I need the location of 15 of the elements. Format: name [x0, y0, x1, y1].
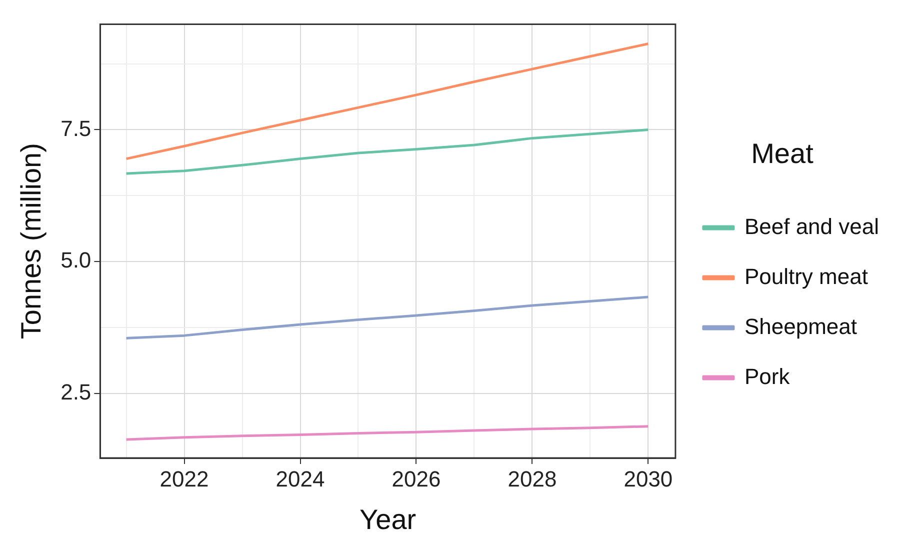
x-tick-label: 2030 — [624, 466, 673, 492]
x-tick-label: 2022 — [160, 466, 209, 492]
y-tick-label: 7.5 — [60, 116, 92, 141]
legend-label: Sheepmeat — [744, 314, 857, 339]
y-tick-label: 2.5 — [60, 380, 92, 405]
legend-label: Poultry meat — [744, 264, 868, 289]
x-tick-label: 2026 — [392, 466, 441, 492]
x-axis-title: Year — [360, 504, 416, 535]
legend-label: Pork — [744, 364, 791, 389]
x-tick-label: 2028 — [508, 466, 557, 492]
y-axis-title: Tonnes (million) — [16, 143, 47, 340]
x-tick-label: 2024 — [276, 466, 325, 492]
y-tick-label: 5.0 — [60, 248, 92, 273]
legend-title: Meat — [751, 138, 814, 169]
legend-label: Beef and veal — [744, 214, 879, 239]
